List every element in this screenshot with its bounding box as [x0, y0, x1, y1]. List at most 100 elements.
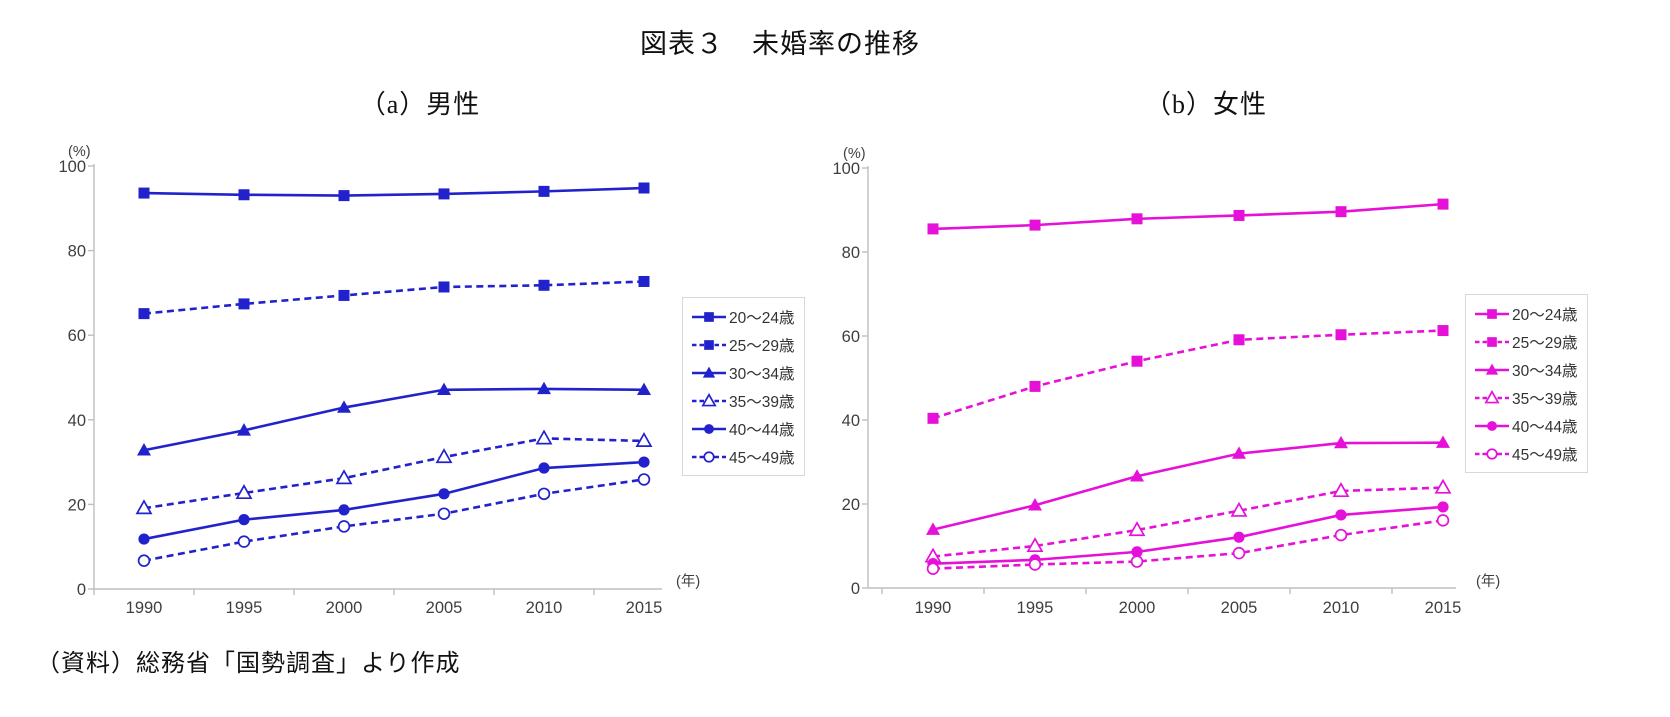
series-marker: [926, 562, 940, 575]
source-note: （資料）総務省「国勢調査」より作成: [36, 651, 461, 677]
legend-marker: [1487, 337, 1497, 347]
legend-item: 30〜34歳: [1474, 356, 1577, 384]
series-line: [143, 387, 645, 452]
series-marker: [1232, 546, 1246, 560]
legend-marker-icon: [692, 393, 726, 407]
series-marker: [1131, 546, 1143, 558]
series-marker: [1437, 325, 1449, 337]
series-marker: [637, 473, 651, 486]
y-tick-label: 0: [77, 581, 86, 599]
y-tick-label: 80: [68, 243, 86, 261]
series-marker: [138, 308, 150, 320]
series-marker: [638, 275, 650, 287]
series-marker: [138, 187, 150, 199]
legend-marker-icon: [1475, 337, 1509, 347]
legend-marker: [704, 312, 714, 322]
series-marker: [137, 443, 151, 456]
x-tick-label: 1990: [126, 599, 163, 617]
series-marker: [338, 289, 350, 301]
legend-item: 20〜24歳: [1474, 300, 1577, 328]
series-line: [932, 519, 1444, 570]
series-line: [143, 437, 645, 510]
series-marker: [1230, 501, 1248, 517]
series-marker: [638, 456, 650, 468]
x-axis-unit: (年): [1476, 573, 1500, 590]
legend-item: 30〜34歳: [691, 359, 794, 387]
y-tick-label: 40: [68, 412, 86, 430]
series-marker: [538, 185, 550, 197]
series-line: [143, 460, 645, 541]
series-marker: [1130, 555, 1144, 568]
series-marker: [1434, 478, 1452, 494]
series-marker: [1131, 355, 1143, 367]
series-marker: [1028, 558, 1042, 571]
legend-label: 20〜24歳: [729, 310, 795, 327]
series-marker: [1026, 537, 1044, 553]
series-marker: [1335, 329, 1347, 341]
legend-marker-icon: [692, 451, 726, 463]
series-line: [143, 280, 645, 315]
series-marker: [135, 499, 153, 515]
x-tick-label: 2005: [1221, 599, 1258, 617]
legend-item: 35〜39歳: [691, 387, 794, 415]
series-marker: [1334, 435, 1348, 449]
legend-marker-icon: [692, 366, 726, 378]
chart-female: 0 20 40 60 80 100 1990 1995 2000 2005 2010 2015 (%) (…: [832, 146, 1500, 617]
x-axis-unit: (年): [676, 573, 700, 590]
x-tick-label: 2000: [326, 599, 363, 617]
series-line: [932, 486, 1444, 558]
panel-title-male: （a）男性: [359, 90, 481, 119]
legend-marker-icon: [1475, 309, 1509, 319]
series-marker: [926, 522, 940, 535]
legend-label: 25〜29歳: [729, 338, 795, 355]
y-tick-label: 80: [842, 244, 860, 262]
legend-marker: [1486, 448, 1498, 460]
series-line: [143, 478, 645, 562]
series-marker: [437, 507, 451, 520]
series-marker: [538, 279, 550, 291]
series-marker: [1029, 219, 1041, 231]
x-tick-label: 2010: [1323, 599, 1360, 617]
series-line: [932, 329, 1444, 420]
legend-label: 40〜44歳: [1512, 419, 1578, 436]
series-marker: [438, 281, 450, 293]
legend-marker-icon: [692, 312, 726, 322]
series-marker: [1332, 482, 1350, 498]
legend-label: 45〜49歳: [729, 450, 795, 467]
y-tick-label: 20: [842, 496, 860, 514]
legend-label: 30〜34歳: [729, 366, 795, 383]
legend-marker: [1487, 421, 1497, 431]
series-marker: [338, 504, 350, 516]
y-tick-label: 100: [832, 160, 860, 178]
legend-item: 45〜49歳: [691, 443, 794, 471]
series-marker: [238, 514, 250, 526]
series-line: [143, 186, 645, 197]
series-marker: [1232, 446, 1246, 459]
series-marker: [1233, 209, 1245, 221]
y-tick-label: 0: [851, 580, 860, 598]
legend-marker: [701, 393, 717, 407]
series-marker: [1130, 469, 1144, 482]
series-marker: [638, 182, 650, 194]
legend-item: 45〜49歳: [1474, 440, 1577, 468]
series-marker: [238, 189, 250, 201]
chart-male: 0 20 40 60 80 100 1990 1995 2000 2005 2010 2015 (%) (…: [58, 144, 700, 617]
series-line: [932, 202, 1444, 231]
x-tick-label: 2010: [526, 599, 563, 617]
legend-male: 20〜24歳 25〜29歳 30〜34歳 35〜39歳 40〜44歳 45〜49歳: [682, 297, 806, 476]
series-marker: [538, 462, 550, 474]
series-marker: [337, 400, 351, 413]
series-marker: [637, 382, 651, 395]
series-marker: [1334, 528, 1348, 542]
x-tick-label: 1995: [1017, 599, 1054, 617]
legend-label: 35〜39歳: [729, 394, 795, 411]
legend-marker-icon: [1475, 390, 1509, 404]
legend-marker-icon: [1475, 363, 1509, 375]
y-tick-label: 20: [68, 496, 86, 514]
series-line: [932, 441, 1444, 531]
legend-item: 20〜24歳: [691, 303, 794, 331]
legend-item: 40〜44歳: [1474, 412, 1577, 440]
legend-label: 20〜24歳: [1512, 307, 1578, 324]
series-marker: [1437, 198, 1449, 210]
